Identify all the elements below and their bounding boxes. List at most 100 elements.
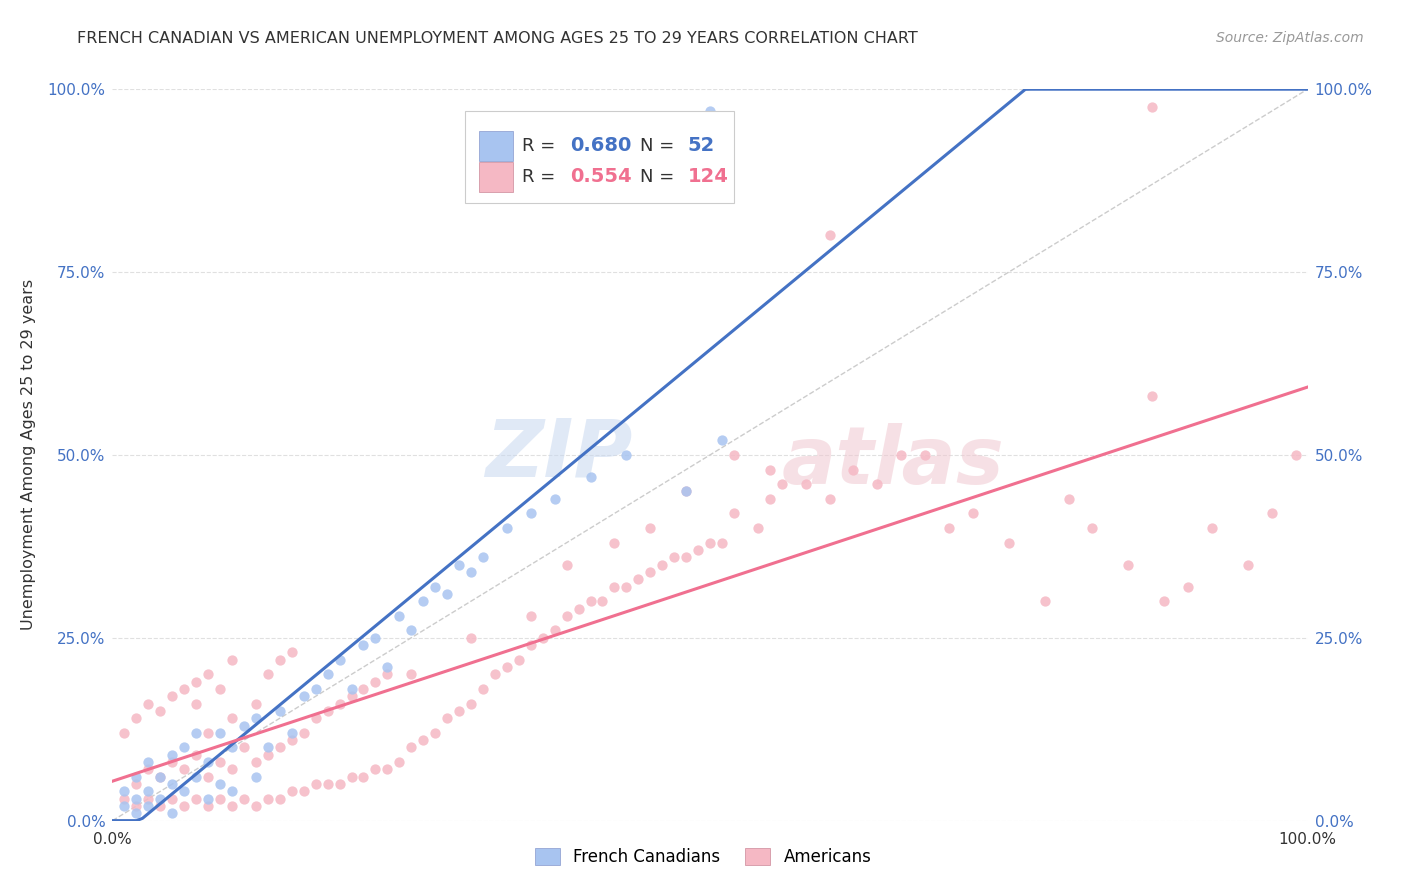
Point — [125, 711, 148, 725]
Point — [496, 521, 519, 535]
Point — [352, 638, 374, 652]
Point — [245, 711, 267, 725]
Point — [114, 784, 135, 798]
Point — [245, 755, 267, 769]
Point — [1177, 580, 1199, 594]
Point — [197, 667, 219, 681]
Point — [1237, 558, 1260, 572]
Point — [221, 653, 243, 667]
Point — [675, 484, 697, 499]
Point — [162, 777, 183, 791]
Point — [162, 690, 183, 704]
Point — [842, 462, 865, 476]
Point — [436, 587, 458, 601]
Text: 124: 124 — [688, 168, 728, 186]
Point — [460, 565, 482, 579]
Point — [472, 550, 495, 565]
Point — [1057, 491, 1080, 506]
Point — [209, 791, 232, 805]
Point — [914, 448, 936, 462]
Point — [186, 747, 208, 762]
Point — [496, 660, 519, 674]
Point — [149, 770, 172, 784]
Point — [340, 681, 363, 696]
Point — [138, 763, 160, 777]
Point — [425, 726, 447, 740]
Point — [688, 112, 710, 126]
Point — [425, 580, 447, 594]
Point — [329, 653, 352, 667]
Point — [447, 704, 470, 718]
Point — [281, 784, 304, 798]
Point — [352, 770, 374, 784]
Point — [305, 711, 328, 725]
Point — [377, 660, 399, 674]
Point — [114, 726, 135, 740]
Point — [711, 535, 734, 549]
Point — [316, 704, 339, 718]
Point — [1261, 507, 1284, 521]
Point — [305, 777, 328, 791]
Point — [818, 228, 841, 243]
Text: 52: 52 — [688, 136, 714, 155]
Point — [173, 799, 195, 814]
Point — [1033, 594, 1056, 608]
Text: 0.554: 0.554 — [571, 168, 631, 186]
Point — [1081, 521, 1104, 535]
Point — [257, 791, 280, 805]
Point — [197, 799, 219, 814]
Point — [257, 667, 280, 681]
Point — [688, 543, 710, 558]
Point — [555, 608, 578, 623]
Point — [329, 777, 352, 791]
Point — [579, 470, 602, 484]
Point — [149, 791, 172, 805]
Point — [866, 477, 889, 491]
Point — [186, 770, 208, 784]
Point — [412, 733, 434, 747]
Point — [723, 507, 745, 521]
Point — [1285, 448, 1308, 462]
Point — [162, 791, 183, 805]
Point — [675, 550, 697, 565]
Point — [221, 711, 243, 725]
Point — [125, 777, 148, 791]
Point — [1142, 101, 1164, 115]
Point — [377, 667, 399, 681]
Point — [388, 755, 411, 769]
Point — [520, 638, 543, 652]
Point — [1118, 558, 1140, 572]
Point — [138, 697, 160, 711]
Text: FRENCH CANADIAN VS AMERICAN UNEMPLOYMENT AMONG AGES 25 TO 29 YEARS CORRELATION C: FRENCH CANADIAN VS AMERICAN UNEMPLOYMENT… — [77, 31, 918, 46]
Point — [221, 740, 243, 755]
Point — [281, 645, 304, 659]
Point — [412, 594, 434, 608]
Point — [460, 697, 482, 711]
Point — [233, 791, 256, 805]
Point — [364, 763, 387, 777]
Point — [114, 791, 135, 805]
Point — [818, 491, 841, 506]
Point — [640, 521, 662, 535]
Point — [675, 484, 697, 499]
Point — [197, 726, 219, 740]
Point — [543, 491, 565, 506]
Point — [962, 507, 984, 521]
Point — [568, 601, 591, 615]
Point — [316, 667, 339, 681]
Text: Source: ZipAtlas.com: Source: ZipAtlas.com — [1216, 31, 1364, 45]
Point — [209, 681, 232, 696]
Text: atlas: atlas — [782, 423, 1004, 501]
Point — [269, 791, 291, 805]
Point — [125, 791, 148, 805]
Point — [699, 104, 721, 119]
Point — [221, 784, 243, 798]
Point — [329, 697, 352, 711]
Point — [723, 448, 745, 462]
Point — [173, 740, 195, 755]
Point — [401, 667, 423, 681]
Text: N =: N = — [640, 136, 679, 155]
Point — [699, 535, 721, 549]
Point — [292, 726, 315, 740]
Point — [138, 799, 160, 814]
